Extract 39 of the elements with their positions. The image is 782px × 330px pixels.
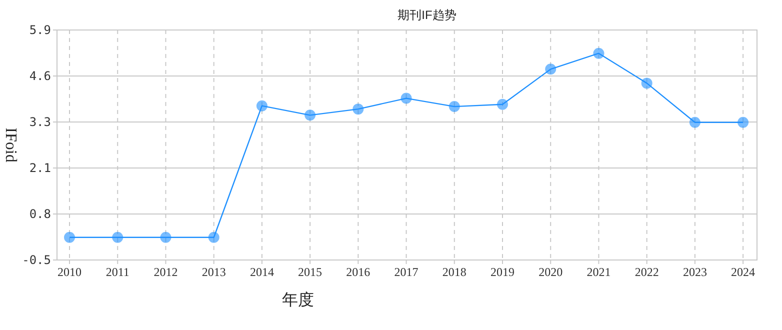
point — [112, 232, 124, 243]
x-tick-label: 2013 — [202, 265, 226, 279]
y-tick-label: -0.5 — [22, 253, 51, 267]
point — [400, 92, 412, 104]
point — [256, 100, 268, 112]
point — [160, 232, 172, 243]
y-tick-label: 3.3 — [29, 115, 51, 129]
x-tick-label: 2015 — [298, 265, 322, 279]
x-tick-label: 2012 — [154, 265, 178, 279]
point — [738, 116, 749, 128]
point — [448, 101, 460, 112]
x-tick-label: 2014 — [250, 265, 274, 279]
x-tick-label: 2021 — [586, 265, 611, 279]
point — [304, 110, 316, 121]
x-tick-label: 2019 — [490, 265, 514, 279]
x-tick-label: 2022 — [634, 265, 659, 279]
y-tick-label: 5.9 — [29, 23, 51, 37]
y-tick-label: 0.8 — [29, 207, 51, 221]
y-axis-title: IFoid — [2, 128, 19, 162]
point — [689, 116, 700, 128]
x-tick-label: 2016 — [346, 265, 370, 279]
x-tick-label: 2023 — [682, 265, 707, 279]
x-tick-label: 2011 — [106, 265, 130, 279]
chart-title: 期刊IF趋势 — [398, 8, 456, 22]
point — [352, 104, 364, 115]
x-tick-label: 2024 — [731, 265, 756, 279]
point — [593, 48, 604, 59]
point — [497, 98, 508, 110]
x-tick-label: 2018 — [442, 265, 466, 279]
point — [64, 232, 76, 243]
y-tick-label: 2.1 — [29, 161, 51, 175]
y-tick-label: 4.6 — [29, 69, 51, 83]
x-tick-label: 2017 — [394, 265, 418, 279]
x-tick-label: 2010 — [58, 265, 82, 279]
point — [641, 78, 652, 89]
x-axis-title: 年度 — [282, 291, 314, 309]
point — [208, 232, 220, 243]
x-tick-label: 2020 — [538, 265, 563, 279]
point — [545, 64, 556, 75]
